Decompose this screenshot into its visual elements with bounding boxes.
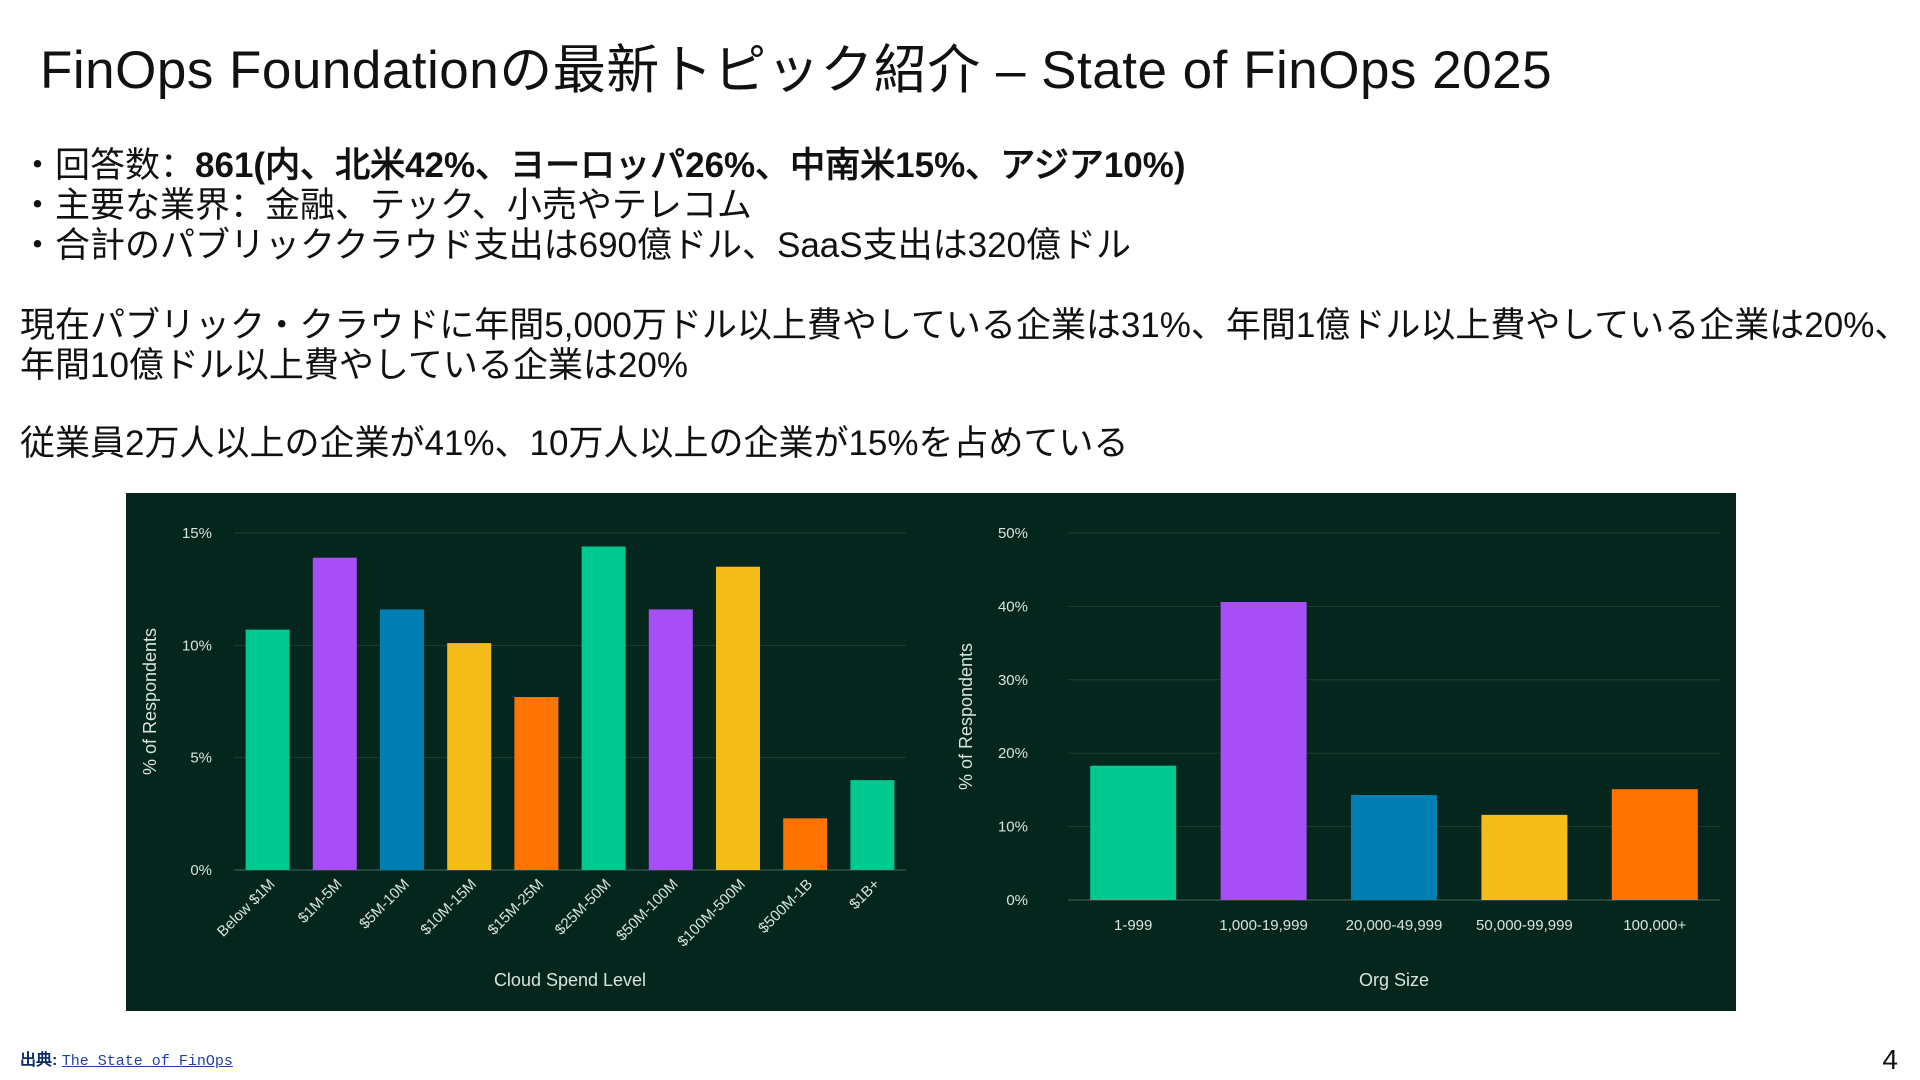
chart0-bar xyxy=(783,818,828,870)
source-citation: 出典: The State of FinOps xyxy=(20,1046,233,1070)
spend-summary-line-1: 現在パブリック・クラウドに年間5,000万ドル以上費やしている企業は31%、年間… xyxy=(20,306,1910,345)
chart1-ytick-label: 0% xyxy=(1006,892,1028,909)
chart1-ytick-label: 10% xyxy=(998,819,1028,836)
chart0-xtick-label: $5M-10M xyxy=(356,876,413,933)
page-number: 4 xyxy=(1882,1044,1898,1075)
chart1-bar xyxy=(1220,601,1307,900)
bullet-respondents-label: ・回答数： xyxy=(20,146,196,185)
chart0-bar xyxy=(716,566,760,870)
chart1-xtick-label: 50,000-99,999 xyxy=(1476,917,1573,934)
chart0-xtick-label: $100M-500M xyxy=(674,876,749,951)
chart1-xtick-label: 100,000+ xyxy=(1623,917,1686,934)
chart0-bar xyxy=(850,780,895,870)
chart1-ytick-label: 30% xyxy=(998,672,1028,689)
bullet-respondents-value: 861(内、北米42%、ヨーロッパ26%、中南米15%、アジア10%) xyxy=(195,146,1186,185)
chart1-xtick-label: 20,000-49,999 xyxy=(1346,917,1443,934)
source-link[interactable]: The State of FinOps xyxy=(61,1053,233,1070)
chart1-ytick-label: 50% xyxy=(998,525,1028,542)
chart1-xtick-label: 1,000-19,999 xyxy=(1219,917,1307,934)
chart0-xtick-label: $1M-5M xyxy=(295,876,346,927)
chart0-y-axis-title: % of Respondents xyxy=(140,628,160,775)
chart0-xtick-label: $500M-1B xyxy=(755,876,816,937)
bullet-list: ・回答数：861(内、北米42%、ヨーロッパ26%、中南米15%、アジア10%)… xyxy=(20,146,1186,266)
chart0-bar xyxy=(380,609,424,870)
bullet-respondents: ・回答数：861(内、北米42%、ヨーロッパ26%、中南米15%、アジア10%) xyxy=(20,146,1186,186)
charts-svg: 0% 5% 10% 15% Below $1M $1M-5M $5M-10M $10M-15M… xyxy=(140,525,1720,990)
chart1-x-axis-title: Org Size xyxy=(1359,970,1429,990)
chart-panel: 0% 5% 10% 15% Below $1M $1M-5M $5M-10M $10M-15M… xyxy=(126,493,1736,1011)
chart0-xtick-label: $15M-25M xyxy=(485,876,548,939)
chart0-bar xyxy=(245,629,290,870)
spend-summary-line-2: 年間10億ドル以上費やしている企業は20% xyxy=(20,346,688,385)
chart0-xtick-label: $50M-100M xyxy=(613,876,682,945)
chart1-xtick-label: 1-999 xyxy=(1114,917,1152,934)
chart1-bar xyxy=(1611,789,1698,900)
chart0-xtick-label: Below $1M xyxy=(214,876,278,940)
chart0-bar xyxy=(581,546,626,870)
bullet-spend: ・合計のパブリッククラウド支出は690億ドル、SaaS支出は320億ドル xyxy=(20,226,1186,266)
chart0-xtick-label: $10M-15M xyxy=(417,876,480,939)
chart0-x-axis-title: Cloud Spend Level xyxy=(494,970,646,990)
bullet-industries: ・主要な業界：金融、テック、小売やテレコム xyxy=(20,186,1186,226)
chart0-ytick-label: 10% xyxy=(182,637,212,654)
chart1-ytick-label: 40% xyxy=(998,598,1028,615)
employee-summary-paragraph: 従業員2万人以上の企業が41%、10万人以上の企業が15%を占めている xyxy=(20,424,1129,463)
chart0-ytick-label: 15% xyxy=(182,525,212,542)
source-label: 出典: xyxy=(20,1052,58,1069)
chart1-bar xyxy=(1351,795,1437,900)
bullet-industries-text: ・主要な業界：金融、テック、小売やテレコム xyxy=(20,186,752,225)
chart0-bar xyxy=(447,643,492,870)
chart1-bar xyxy=(1481,814,1568,900)
chart0-bar xyxy=(312,557,357,870)
chart0-bar xyxy=(514,697,559,870)
chart0-bar xyxy=(648,609,693,870)
bullet-spend-text: ・合計のパブリッククラウド支出は690億ドル、SaaS支出は320億ドル xyxy=(20,226,1132,265)
spend-summary-paragraph: 現在パブリック・クラウドに年間5,000万ドル以上費やしている企業は31%、年間… xyxy=(20,306,1909,386)
chart0-xtick-label: $1B+ xyxy=(846,876,883,913)
chart1-bar xyxy=(1090,765,1177,900)
chart0-ytick-label: 5% xyxy=(190,750,212,767)
chart0-ytick-label: 0% xyxy=(190,862,212,879)
chart0-xtick-label: $25M-50M xyxy=(552,876,615,939)
chart1-ytick-label: 20% xyxy=(998,745,1028,762)
chart1-y-axis-title: % of Respondents xyxy=(956,643,976,790)
slide-title: FinOps Foundationの最新トピック紹介 – State of Fi… xyxy=(40,41,1553,100)
